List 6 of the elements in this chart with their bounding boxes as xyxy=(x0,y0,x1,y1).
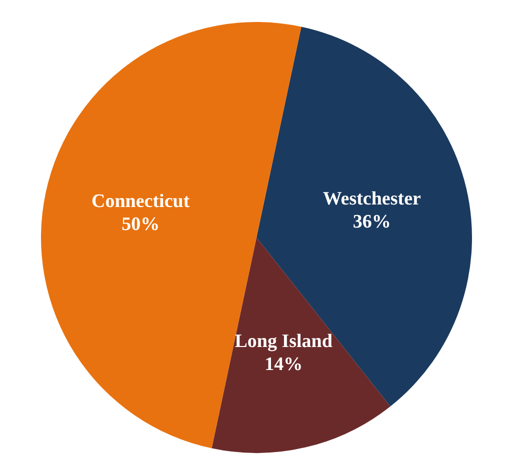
data-label: 14% xyxy=(264,354,303,375)
slice-label: Connecticut xyxy=(91,190,190,212)
slice-label: Long Island xyxy=(234,330,333,352)
data-label: 36% xyxy=(352,211,391,232)
data-label: 50% xyxy=(122,214,160,235)
slice-label: Westchester xyxy=(322,188,422,210)
